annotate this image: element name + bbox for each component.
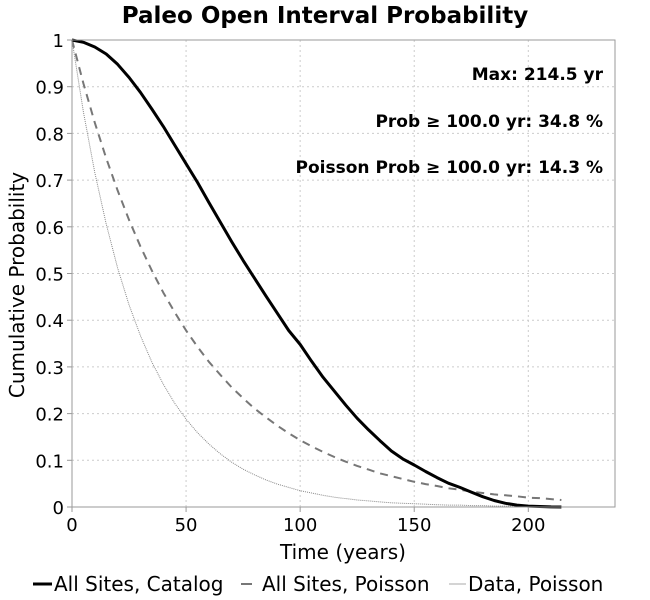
- x-axis-label: Time (years): [279, 540, 406, 564]
- y-tick-label: 0: [53, 498, 64, 519]
- annotation-max: Max: 214.5 yr: [472, 65, 604, 85]
- x-tick-label: 0: [66, 515, 77, 536]
- legend-label-all-poisson: All Sites, Poisson: [262, 572, 430, 596]
- series-line-data-poisson: [71, 39, 562, 507]
- y-tick-label: 0.4: [35, 311, 64, 332]
- x-tick-label: 100: [283, 515, 317, 536]
- y-tick-label: 0.7: [35, 171, 64, 192]
- annotation-prob: Prob ≥ 100.0 yr: 34.8 %: [375, 112, 603, 132]
- y-tick-label: 0.8: [35, 124, 64, 145]
- y-tick-label: 0.6: [35, 218, 64, 239]
- chart-title: Paleo Open Interval Probability: [122, 3, 528, 29]
- y-tick-label: 0.3: [35, 358, 64, 379]
- grid-lines: [72, 40, 615, 507]
- y-tick-label: 0.5: [35, 265, 64, 286]
- y-tick-label: 1: [53, 31, 64, 52]
- legend-label-data-poisson: Data, Poisson: [468, 572, 603, 596]
- y-tick-label: 0.2: [35, 405, 64, 426]
- plot-series: [71, 38, 562, 509]
- x-tick-label: 200: [511, 515, 545, 536]
- x-tick-label: 150: [397, 515, 431, 536]
- y-tick-label: 0.1: [35, 451, 64, 472]
- y-tick-label: 0.9: [35, 78, 64, 99]
- annotation-poisson-prob: Poisson Prob ≥ 100.0 yr: 14.3 %: [296, 158, 603, 178]
- series-line-catalog: [71, 38, 562, 509]
- axis-ticks: 0 50 100 150 200 0 0.1 0.2 0.3 0.4 0.5 0.6 0.7 0.8 0.9…: [35, 31, 545, 536]
- legend-label-catalog: All Sites, Catalog: [54, 572, 224, 596]
- series-line-all-poisson: [71, 39, 562, 501]
- x-tick-label: 50: [175, 515, 198, 536]
- y-axis-label: Cumulative Probability: [5, 172, 29, 398]
- legend: All Sites, Catalog All Sites, Poisson Da…: [33, 572, 603, 596]
